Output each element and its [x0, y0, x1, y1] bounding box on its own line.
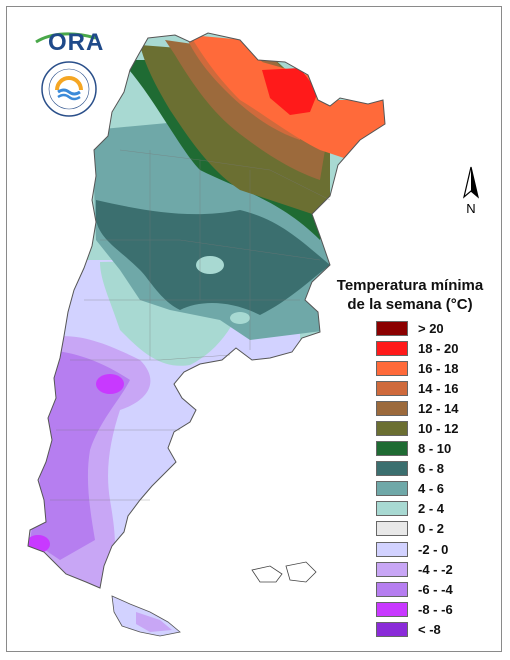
- legend-swatch: [376, 421, 408, 437]
- legend-item: -4 - -2: [376, 559, 496, 579]
- legend-item: 4 - 6: [376, 479, 496, 499]
- ora-logo: [35, 32, 97, 44]
- legend-item: 10 - 12: [376, 418, 496, 438]
- legend-swatch: [376, 561, 408, 577]
- legend-swatch: [376, 521, 408, 537]
- legend-label: 14 - 16: [418, 380, 459, 396]
- malvinas-islands: [251, 561, 317, 583]
- legend-label: > 20: [418, 320, 444, 336]
- legend-label: 16 - 18: [418, 360, 459, 376]
- legend-label: 4 - 6: [418, 481, 445, 497]
- legend-swatch: [376, 621, 408, 637]
- legend-swatch: [376, 340, 408, 356]
- north-label: N: [466, 201, 475, 216]
- legend-label: 12 - 14: [418, 400, 459, 416]
- legend-label: -8 - -6: [418, 601, 453, 617]
- legend-label: 2 - 4: [418, 501, 445, 517]
- legend-swatch: [376, 441, 408, 457]
- legend-swatch: [376, 360, 408, 376]
- zone-minus6-minus4: [30, 350, 130, 560]
- zone-minus8-minus6: [96, 374, 124, 394]
- province-boundaries: [50, 149, 331, 501]
- legend-swatch: [376, 400, 408, 416]
- smn-logo-icon: [41, 61, 97, 117]
- legend-label: 8 - 10: [418, 441, 452, 457]
- legend-label: -2 - 0: [418, 541, 449, 557]
- legend-item: 2 - 4: [376, 499, 496, 519]
- legend-item: 14 - 16: [376, 378, 496, 398]
- legend-label: < -8: [418, 621, 441, 637]
- legend-label: 6 - 8: [418, 461, 445, 477]
- north-arrow-icon: N: [462, 166, 480, 216]
- country-outline: [27, 32, 386, 589]
- legend-swatch: [376, 581, 408, 597]
- legend-item: > 20: [376, 318, 496, 338]
- legend-swatch: [376, 481, 408, 497]
- legend-item: -8 - -6: [376, 599, 496, 619]
- legend-item: 8 - 10: [376, 439, 496, 459]
- temperature-legend: > 20 18 - 20 16 - 18 14 - 16 12 - 14 10 - 12 8…: [376, 318, 496, 640]
- zone-18-20: [262, 68, 318, 115]
- map-frame: [6, 6, 502, 652]
- legend-swatch: [376, 541, 408, 557]
- legend-swatch: [376, 501, 408, 517]
- legend-item: 12 - 14: [376, 398, 496, 418]
- legend-swatch: [376, 461, 408, 477]
- legend-item: 6 - 8: [376, 459, 496, 479]
- legend-item: 16 - 18: [376, 358, 496, 378]
- legend-swatch: [376, 380, 408, 396]
- legend-label: 10 - 12: [418, 421, 459, 437]
- legend-item: 18 - 20: [376, 338, 496, 358]
- legend-item: < -8: [376, 619, 496, 639]
- legend-item: 0 - 2: [376, 519, 496, 539]
- legend-swatch: [376, 320, 408, 336]
- legend-item: -2 - 0: [376, 539, 496, 559]
- legend-label: -4 - -2: [418, 561, 453, 577]
- ora-logo-text: ORA: [48, 29, 105, 56]
- legend-label: -6 - -4: [418, 581, 453, 597]
- legend-swatch: [376, 601, 408, 617]
- legend-label: 0 - 2: [418, 521, 445, 537]
- legend-item: -6 - -4: [376, 579, 496, 599]
- legend-title: Temperatura mínima de la semana (°C): [336, 277, 484, 313]
- legend-label: 18 - 20: [418, 340, 459, 356]
